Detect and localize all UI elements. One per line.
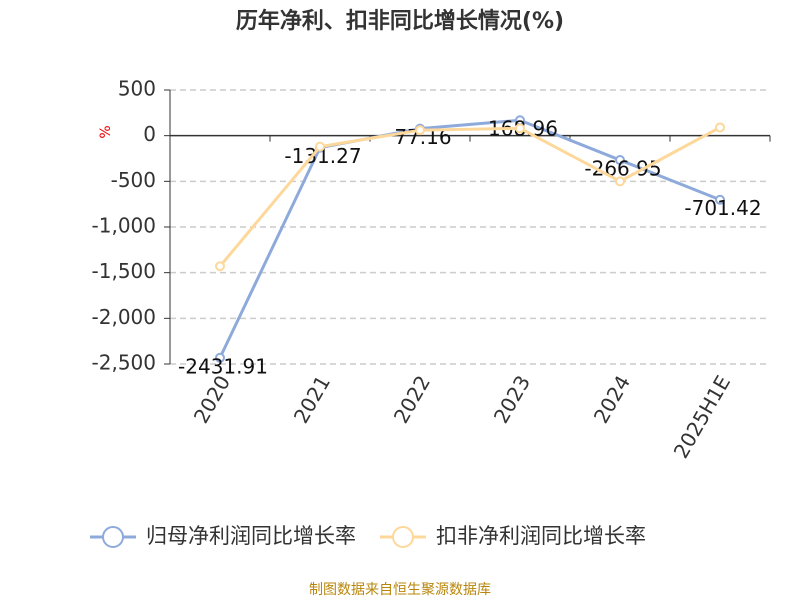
x-tick-label: 2021 (289, 371, 335, 427)
y-tick-label: -500 (111, 168, 156, 192)
y-tick-label: 500 (118, 77, 156, 101)
point (715, 122, 725, 133)
point (215, 261, 225, 272)
legend-item: 归母净利润同比增长率 (90, 524, 356, 548)
series-line (218, 126, 721, 268)
data-label: -701.42 (684, 196, 761, 220)
point (615, 176, 625, 187)
series-line (218, 118, 721, 359)
x-tick-label: 2025H1E (669, 371, 735, 462)
x-tick-label: 2023 (489, 371, 535, 427)
chart-title: 历年净利、扣非同比增长情况(%) (236, 8, 564, 34)
x-tick-label: 2020 (189, 371, 235, 427)
footer: 制图数据来自恒生聚源数据库 (309, 582, 491, 598)
point (215, 352, 225, 363)
y-tick-label: 0 (143, 122, 156, 146)
point (315, 141, 325, 152)
legend-label: 归母净利润同比增长率 (146, 524, 356, 548)
point (415, 125, 425, 136)
legend-item: 扣非净利润同比增长率 (380, 524, 646, 548)
point (715, 194, 725, 205)
y-tick-label: -1,500 (92, 259, 156, 283)
data-label: -2431.91 (178, 354, 268, 378)
legend-marker (102, 526, 124, 548)
y-tick-label: -2,000 (92, 305, 156, 329)
legend-marker (392, 526, 414, 548)
y-axis-label: % (98, 125, 114, 138)
y-tick-label: -1,000 (92, 214, 156, 238)
point (515, 123, 525, 134)
x-tick-label: 2024 (589, 371, 635, 427)
legend-label: 扣非净利润同比增长率 (436, 524, 646, 548)
x-tick-label: 2022 (389, 371, 435, 427)
point (615, 155, 625, 166)
y-tick-label: -2,500 (92, 351, 156, 375)
